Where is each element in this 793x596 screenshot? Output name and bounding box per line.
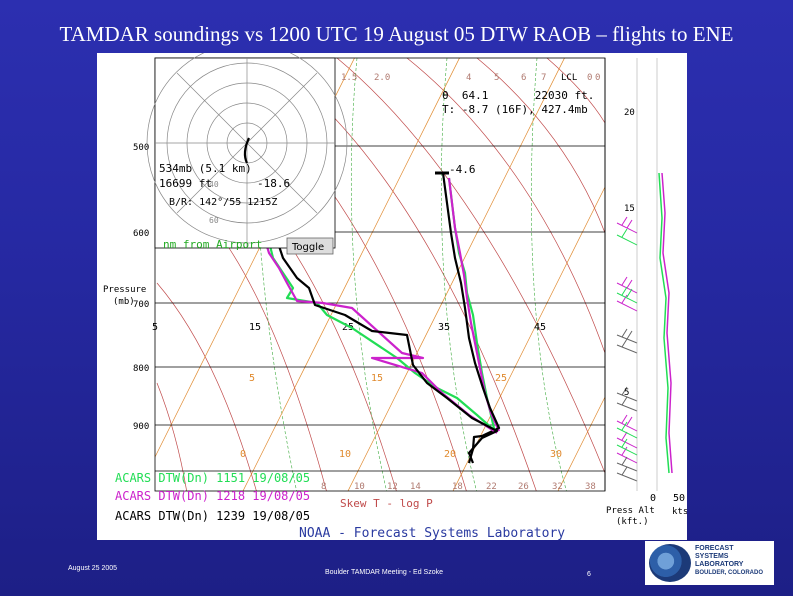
alt-label: 15 xyxy=(624,204,635,214)
footer-center: Boulder TAMDAR Meeting - Ed Szoke xyxy=(325,569,444,576)
mixing-label: 5 xyxy=(494,73,499,83)
mixing-label: 2.0 xyxy=(374,73,390,83)
legend-item-green: ACARS DTW(Dn) 1151 19/08/05 xyxy=(115,471,310,485)
press-alt-unit: (kft.) xyxy=(616,517,649,527)
pressure-axis-label: Pressure xyxy=(103,285,146,295)
speed-axis-unit: kts xyxy=(672,507,687,517)
speed-axis-zero: 0 xyxy=(650,493,656,504)
isotherm-label: 0 xyxy=(240,449,246,460)
pressure-tick-label: 700 xyxy=(133,300,149,310)
alt-label: 20 xyxy=(624,108,635,118)
isotherm-label: 10 xyxy=(339,449,351,460)
barbs-magenta xyxy=(616,216,638,464)
page-number: 6 xyxy=(587,571,591,578)
isotherm-label: 20 xyxy=(444,449,456,460)
pressure-axis-unit: (mb) xyxy=(113,297,135,307)
skew-label: Skew T - log P xyxy=(340,497,433,510)
mixing-label: 1.5 xyxy=(341,73,357,83)
isotherm-label: 25 xyxy=(495,373,507,384)
mixing-label: 18 xyxy=(452,482,463,492)
mixing-label: 8 xyxy=(321,482,326,492)
hodo-temp: -18.6 xyxy=(257,177,290,190)
barbs-gray xyxy=(616,328,638,482)
mixing-label: 0 xyxy=(595,73,600,83)
hodograph-panel: 40 60 xyxy=(146,53,348,249)
isotherm-label: 15 xyxy=(371,373,383,384)
isotherm-labels: 5 15 25 35 45 xyxy=(152,322,546,333)
top-mixing-labels: 1.5 2.0 4 5 6 7 LCL 0 0 xyxy=(341,73,600,83)
noaa-label: NOAA - Forecast Systems Laboratory xyxy=(299,526,565,540)
info-theta: θ 64.1 22030 ft. xyxy=(442,89,594,102)
mixing-label: 0 xyxy=(587,73,592,83)
isotherm-label: 25 xyxy=(342,322,354,333)
globe-icon xyxy=(649,544,691,582)
skewt-svg: 500 600 700 800 900 Pressure (mb) 1.5 2.… xyxy=(103,53,687,540)
hodo-height: 16699 ft xyxy=(159,177,212,190)
pressure-tick-label: 500 xyxy=(133,143,149,153)
hodo-wind: B/R: 142°/55 1215Z xyxy=(169,197,277,208)
press-alt-label: Press Alt xyxy=(606,506,655,516)
isotherm-labels-low: 0 10 20 30 xyxy=(240,449,562,460)
sounding-green-dew xyxy=(265,232,496,432)
mixing-label: 32 xyxy=(552,482,563,492)
pressure-tick-label: 600 xyxy=(133,229,149,239)
mixing-label: 6 xyxy=(521,73,526,83)
isotherm-labels-mid: 5 15 25 xyxy=(249,373,507,384)
hodo-pressure: 534mb (5.1 km) xyxy=(159,162,252,175)
fsl-logo: FORECAST SYSTEMS LABORATORY BOULDER, COL… xyxy=(645,541,774,585)
alt-label: 5 xyxy=(624,388,629,398)
mixing-label: 7 xyxy=(541,73,546,83)
hodo-ring-label: 40 xyxy=(209,180,219,189)
barbs-green xyxy=(616,228,638,456)
pressure-tick-label: 900 xyxy=(133,422,149,432)
slide-title: TAMDAR soundings vs 1200 UTC 19 August 0… xyxy=(59,22,734,46)
mixing-label: 14 xyxy=(410,482,421,492)
lcl-label: LCL xyxy=(561,73,577,83)
legend: ACARS DTW(Dn) 1151 19/08/05 ACARS DTW(Dn… xyxy=(115,471,310,523)
pressure-tick-label: 800 xyxy=(133,364,149,374)
isotherm-label: 30 xyxy=(550,449,562,460)
soundings xyxy=(261,172,501,464)
moist-adiabats xyxy=(255,58,567,491)
logo-line: SYSTEMS xyxy=(695,553,729,560)
logo-text: FORECAST SYSTEMS LABORATORY BOULDER, COL… xyxy=(695,545,773,577)
isotherm-label: 5 xyxy=(249,373,255,384)
sounding-black-temp xyxy=(441,172,501,464)
speed-axis-fifty: 50 xyxy=(673,493,685,504)
hodograph-trace xyxy=(243,137,250,164)
isotherm-label: 5 xyxy=(152,322,158,333)
point-temp: -4.6 xyxy=(449,163,476,176)
mixing-label: 26 xyxy=(518,482,529,492)
nm-from-airport: nm from Airport xyxy=(163,238,262,251)
hodo-ring-label: 60 xyxy=(209,216,219,225)
logo-line: FORECAST xyxy=(695,545,734,552)
speed-profile-green xyxy=(658,172,670,474)
sounding-black-dew xyxy=(271,227,499,464)
isotherm-label: 45 xyxy=(534,322,546,333)
mixing-label: 4 xyxy=(466,73,471,83)
legend-item-black: ACARS DTW(Dn) 1239 19/08/05 xyxy=(115,509,310,523)
alt-labels: 20 15 5 xyxy=(624,108,635,398)
logo-line: LABORATORY xyxy=(695,561,744,568)
sounding-green-temp xyxy=(447,177,497,434)
logo-line: BOULDER, COLORADO xyxy=(695,570,763,576)
footer-date: August 25 2005 xyxy=(68,565,118,572)
isotherm-label: 35 xyxy=(438,322,450,333)
toggle-label: Toggle xyxy=(291,242,324,253)
toggle-button[interactable]: Toggle xyxy=(286,237,334,255)
speed-profile-magenta xyxy=(661,172,673,474)
mixing-label: 12 xyxy=(387,482,398,492)
legend-item-magenta: ACARS DTW(Dn) 1218 19/08/05 xyxy=(115,489,310,503)
wind-barb-column: 20 15 5 xyxy=(604,58,673,491)
isotherm-label: 15 xyxy=(249,322,261,333)
mixing-label: 38 xyxy=(585,482,596,492)
skewt-diagram: 500 600 700 800 900 Pressure (mb) 1.5 2.… xyxy=(97,53,687,540)
mixing-label: 22 xyxy=(486,482,497,492)
mixing-label: 10 xyxy=(354,482,365,492)
pressure-lines xyxy=(155,145,605,472)
info-temp: T: -8.7 (16F), 427.4mb xyxy=(442,103,588,116)
bottom-mixing-labels: 8 10 12 14 18 22 26 32 38 xyxy=(321,482,596,492)
pressure-ticks: 500 600 700 800 900 xyxy=(133,143,149,432)
